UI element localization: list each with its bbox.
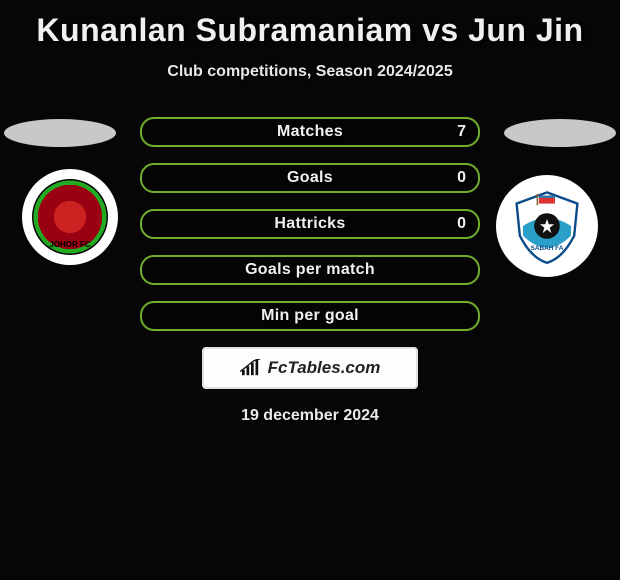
stat-label: Matches <box>277 123 343 141</box>
brand-box[interactable]: FcTables.com <box>202 347 418 389</box>
stat-label: Min per goal <box>261 307 359 325</box>
johor-badge-icon <box>32 179 108 255</box>
brand-text: FcTables.com <box>268 358 381 378</box>
stat-label: Hattricks <box>274 215 345 233</box>
chart-icon <box>240 359 262 377</box>
stat-row: Goals per match <box>140 255 480 285</box>
stat-label: Goals per match <box>245 261 375 279</box>
stat-right-value: 0 <box>457 169 466 187</box>
stat-row: Hattricks 0 <box>140 209 480 239</box>
brand-logo: FcTables.com <box>240 358 381 378</box>
page-title: Kunanlan Subramaniam vs Jun Jin <box>0 0 620 49</box>
stat-row: Min per goal <box>140 301 480 331</box>
stat-right-value: 0 <box>457 215 466 233</box>
stat-right-value: 7 <box>457 123 466 141</box>
stat-rows: Matches 7 Goals 0 Hattricks 0 Goals per match M… <box>140 117 480 331</box>
right-player-slot <box>504 119 616 147</box>
season-subtitle: Club competitions, Season 2024/2025 <box>0 63 620 81</box>
svg-text:SABAH FA: SABAH FA <box>531 245 564 252</box>
stat-row: Goals 0 <box>140 163 480 193</box>
right-club-badge: SABAH FA <box>496 175 598 277</box>
stats-section: SABAH FA Matches 7 Goals 0 Hattricks 0 Goals p… <box>0 117 620 425</box>
left-player-slot <box>4 119 116 147</box>
sabah-badge-icon: SABAH FA <box>504 183 590 269</box>
date-line: 19 december 2024 <box>0 407 620 425</box>
left-club-badge <box>22 169 118 265</box>
stat-label: Goals <box>287 169 333 187</box>
stat-row: Matches 7 <box>140 117 480 147</box>
